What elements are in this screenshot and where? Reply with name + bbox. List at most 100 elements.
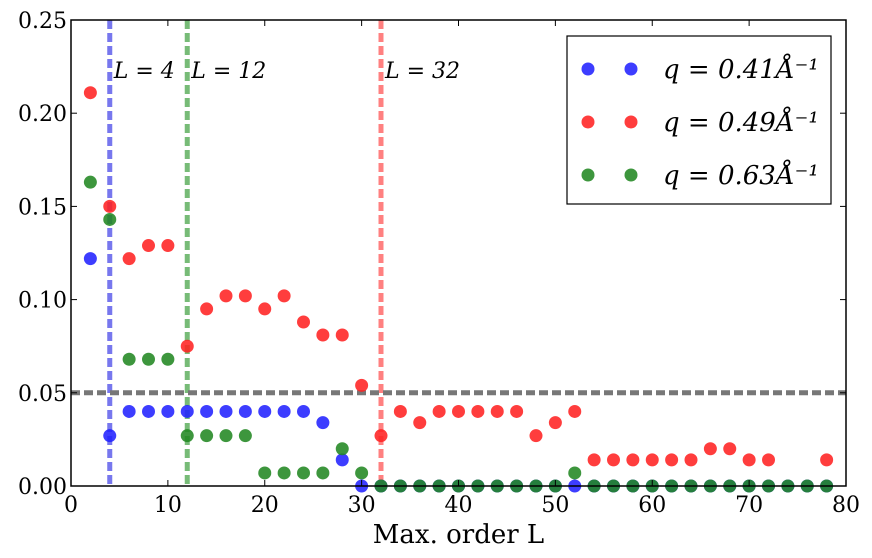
point-s1-18 xyxy=(432,404,446,418)
point-s1-30 xyxy=(665,453,679,467)
legend-marker-0-a xyxy=(581,62,595,76)
point-s1-14 xyxy=(355,378,369,392)
point-s1-2 xyxy=(122,252,136,266)
point-s0-8 xyxy=(238,404,252,418)
x-tick-label-5: 50 xyxy=(541,493,569,518)
point-s1-3 xyxy=(142,239,155,253)
legend-marker-0-b xyxy=(624,62,638,76)
point-s1-12 xyxy=(316,328,330,342)
vline-label-2: L = 32 xyxy=(384,59,460,84)
y-tick-label-3: 0.15 xyxy=(18,195,67,220)
legend-box xyxy=(566,35,832,205)
point-s2-7 xyxy=(219,429,233,443)
point-s1-7 xyxy=(219,289,233,303)
point-s0-7 xyxy=(219,404,233,418)
point-s1-13 xyxy=(335,328,349,342)
point-s2-9 xyxy=(258,466,272,480)
point-s0-5 xyxy=(180,404,194,418)
point-s0-0 xyxy=(83,252,97,266)
legend-label-0: q = 0.41Å⁻¹ xyxy=(663,53,819,85)
y-tick-label-0: 0.00 xyxy=(18,475,67,500)
point-s1-36 xyxy=(820,453,834,467)
point-s0-12 xyxy=(316,416,330,430)
point-s1-6 xyxy=(200,302,214,316)
x-tick-label-4: 40 xyxy=(445,493,473,518)
point-s1-20 xyxy=(471,404,485,418)
point-s1-35 xyxy=(762,453,775,467)
point-s2-2 xyxy=(122,352,136,366)
y-tick-label-4: 0.20 xyxy=(18,102,67,127)
point-s1-8 xyxy=(238,289,252,303)
vline-label-1: L = 12 xyxy=(190,59,266,84)
y-tick-label-5: 0.25 xyxy=(18,9,67,34)
x-tick-label-7: 70 xyxy=(735,493,763,518)
point-s1-17 xyxy=(413,416,427,430)
point-s2-10 xyxy=(277,466,291,480)
legend-marker-2-a xyxy=(581,168,595,182)
point-s1-5 xyxy=(180,339,194,353)
x-tick-label-1: 10 xyxy=(154,493,182,518)
x-tick-label-6: 60 xyxy=(638,493,666,518)
point-s1-28 xyxy=(626,453,640,467)
x-tick-label-2: 20 xyxy=(251,493,279,518)
point-s1-32 xyxy=(703,442,717,456)
point-s1-10 xyxy=(277,289,291,303)
axis-ticks: 0 10 20 30 40 50 60 70 80 0.00 0.05 0.10 0.15 0.20 0.2… xyxy=(18,9,860,518)
point-s1-23 xyxy=(529,429,543,443)
y-tick-label-1: 0.05 xyxy=(18,382,67,407)
legend-marker-1-a xyxy=(581,115,595,129)
point-s1-31 xyxy=(684,453,698,467)
point-s2-4 xyxy=(161,352,175,366)
x-tick-label-0: 0 xyxy=(64,493,78,518)
point-s1-34 xyxy=(742,453,756,467)
point-s1-11 xyxy=(297,315,310,329)
legend-marker-1-b xyxy=(624,115,638,129)
point-s0-11 xyxy=(297,404,310,418)
line-annotations: L = 4 L = 12 L = 32 xyxy=(113,59,460,84)
point-s2-14 xyxy=(355,466,369,480)
point-s2-25 xyxy=(568,466,582,480)
data-points xyxy=(83,86,834,493)
point-s1-16 xyxy=(393,404,407,418)
point-s2-5 xyxy=(180,429,194,443)
point-s2-13 xyxy=(335,442,349,456)
point-s2-8 xyxy=(238,429,252,443)
point-s2-11 xyxy=(297,466,310,480)
point-s1-0 xyxy=(83,86,97,100)
point-s1-22 xyxy=(510,404,524,418)
x-axis-title: Max. order L xyxy=(373,520,544,550)
point-s0-9 xyxy=(258,404,272,418)
point-s1-9 xyxy=(258,302,272,316)
point-s0-13 xyxy=(335,453,349,467)
point-s1-29 xyxy=(645,453,659,467)
point-s1-15 xyxy=(374,429,388,443)
point-s2-0 xyxy=(83,175,97,189)
y-tick-label-2: 0.10 xyxy=(18,289,67,314)
point-s1-1 xyxy=(103,199,117,213)
legend: q = 0.41Å⁻¹ q = 0.49Å⁻¹ q = 0.63Å⁻¹ xyxy=(566,35,832,205)
legend-label-2: q = 0.63Å⁻¹ xyxy=(663,159,819,191)
point-s0-3 xyxy=(142,404,155,418)
point-s1-26 xyxy=(587,453,601,467)
point-s1-33 xyxy=(723,442,737,456)
point-s1-19 xyxy=(452,404,465,418)
point-s0-6 xyxy=(200,404,214,418)
point-s0-10 xyxy=(277,404,291,418)
x-tick-label-3: 30 xyxy=(348,493,376,518)
point-s2-6 xyxy=(200,429,214,443)
point-s1-21 xyxy=(490,404,504,418)
point-s1-4 xyxy=(161,239,175,253)
legend-label-1: q = 0.49Å⁻¹ xyxy=(663,106,819,138)
legend-marker-2-b xyxy=(624,168,638,182)
point-s0-2 xyxy=(122,404,136,418)
point-s1-27 xyxy=(607,453,620,467)
point-s2-3 xyxy=(142,352,155,366)
point-s0-4 xyxy=(161,404,175,418)
x-tick-label-8: 80 xyxy=(832,493,860,518)
point-s2-12 xyxy=(316,466,330,480)
point-s1-24 xyxy=(548,416,562,430)
point-s2-1 xyxy=(103,212,117,226)
vline-label-0: L = 4 xyxy=(113,59,175,84)
point-s0-1 xyxy=(103,429,117,443)
